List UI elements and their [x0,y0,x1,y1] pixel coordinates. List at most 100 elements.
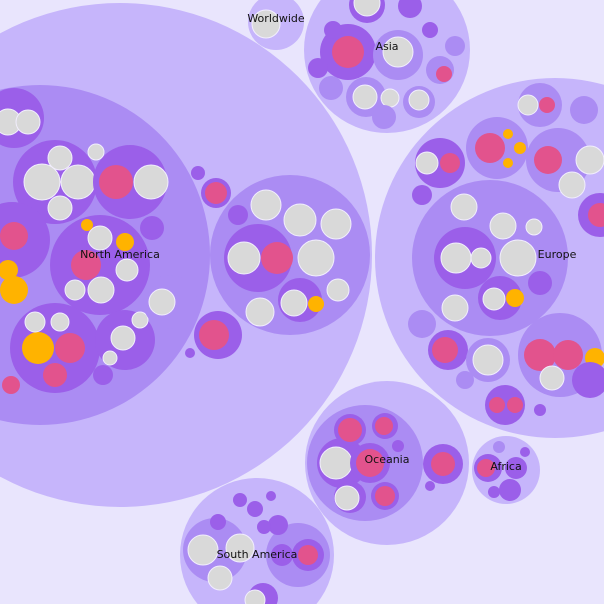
pack-circle [450,193,478,221]
pack-circle [524,339,556,371]
pack-circle [245,297,275,327]
pack-circle [456,371,474,389]
pack-circle [205,182,227,204]
region-label: Africa [490,460,521,473]
pack-circle [23,163,61,201]
pack-circle [199,320,229,350]
pack-circle [298,545,318,565]
pack-circle [475,133,505,163]
pack-circle [43,363,67,387]
pack-circle [470,247,492,269]
labels: Worldwide Asia North America Europe Ocea… [80,12,576,561]
pack-circle [477,459,495,477]
region-label: Worldwide [247,12,305,25]
pack-circle [472,344,504,376]
pack-circle [227,241,261,275]
pack-circle [375,417,393,435]
pack-circle [15,109,41,135]
pack-circle [398,0,422,18]
pack-circle [251,9,281,39]
pack-circle [233,493,247,507]
pack-circle [60,164,96,200]
pack-circle [250,189,282,221]
pack-circle [148,288,176,316]
pack-circle [520,447,530,457]
pack-circle [55,333,85,363]
pack-circle [415,151,439,175]
pack-circle [440,242,472,274]
pack-circle [575,145,604,175]
pack-circle [525,218,543,236]
pack-circle [207,565,233,591]
pack-circle [431,452,455,476]
region-label: Europe [538,248,577,261]
pack-circle [115,258,139,282]
pack-circle [432,337,458,363]
pack-circle [332,36,364,68]
region-label: Asia [375,40,398,53]
pack-circle [191,166,205,180]
pack-circle [493,441,505,453]
pack-circle [116,233,134,251]
pack-circle [210,514,226,530]
pack-circle [0,260,18,280]
pack-circle [408,310,436,338]
pack-circle [2,376,20,394]
pack-circle [392,440,404,452]
pack-circle [257,520,271,534]
pack-circle [517,94,539,116]
pack-circle [81,219,93,231]
pack-circle [372,105,396,129]
pack-circle [506,289,524,307]
pack-circle [499,479,521,501]
pack-circle [539,365,565,391]
pack-circle [320,208,352,240]
pack-circle [558,171,586,199]
pack-circle [225,533,255,563]
pack-circle [185,348,195,358]
pack-circle [356,449,384,477]
pack-circle [0,222,28,250]
pack-circle [505,457,527,479]
pack-circle [64,279,86,301]
pack-circle [408,89,430,111]
pack-circle [382,36,414,68]
pack-circle [297,239,335,277]
region-label: North America [80,248,160,261]
pack-circle [412,185,432,205]
pack-circle [24,311,46,333]
pack-circle [308,58,328,78]
pack-circle [22,332,54,364]
pack-circle [334,485,360,511]
pack-circle [244,589,266,604]
pack-circle [266,491,276,501]
pack-circle [588,203,604,227]
pack-circle [50,312,70,332]
pack-circle [110,325,136,351]
pack-circle [131,311,149,329]
pack-circle [425,481,435,491]
pack-circle [572,362,604,398]
pack-circle [47,145,73,171]
pack-circle [514,142,526,154]
pack-circle [93,365,113,385]
pack-circle [553,340,583,370]
pack-circle [102,350,118,366]
pack-circle [507,397,523,413]
pack-circle [280,289,308,317]
pack-circle [261,242,293,274]
pack-circle [308,296,324,312]
pack-circle [570,96,598,124]
pack-circle [445,36,465,56]
pack-circle [499,239,537,277]
region-label: Oceania [365,453,410,466]
pack-circle [353,0,381,17]
pack-circle [283,203,317,237]
pack-circle [319,446,353,480]
region-label: South America [217,548,298,561]
pack-circle [503,129,513,139]
pack-circle [87,276,115,304]
pack-circle [503,158,513,168]
